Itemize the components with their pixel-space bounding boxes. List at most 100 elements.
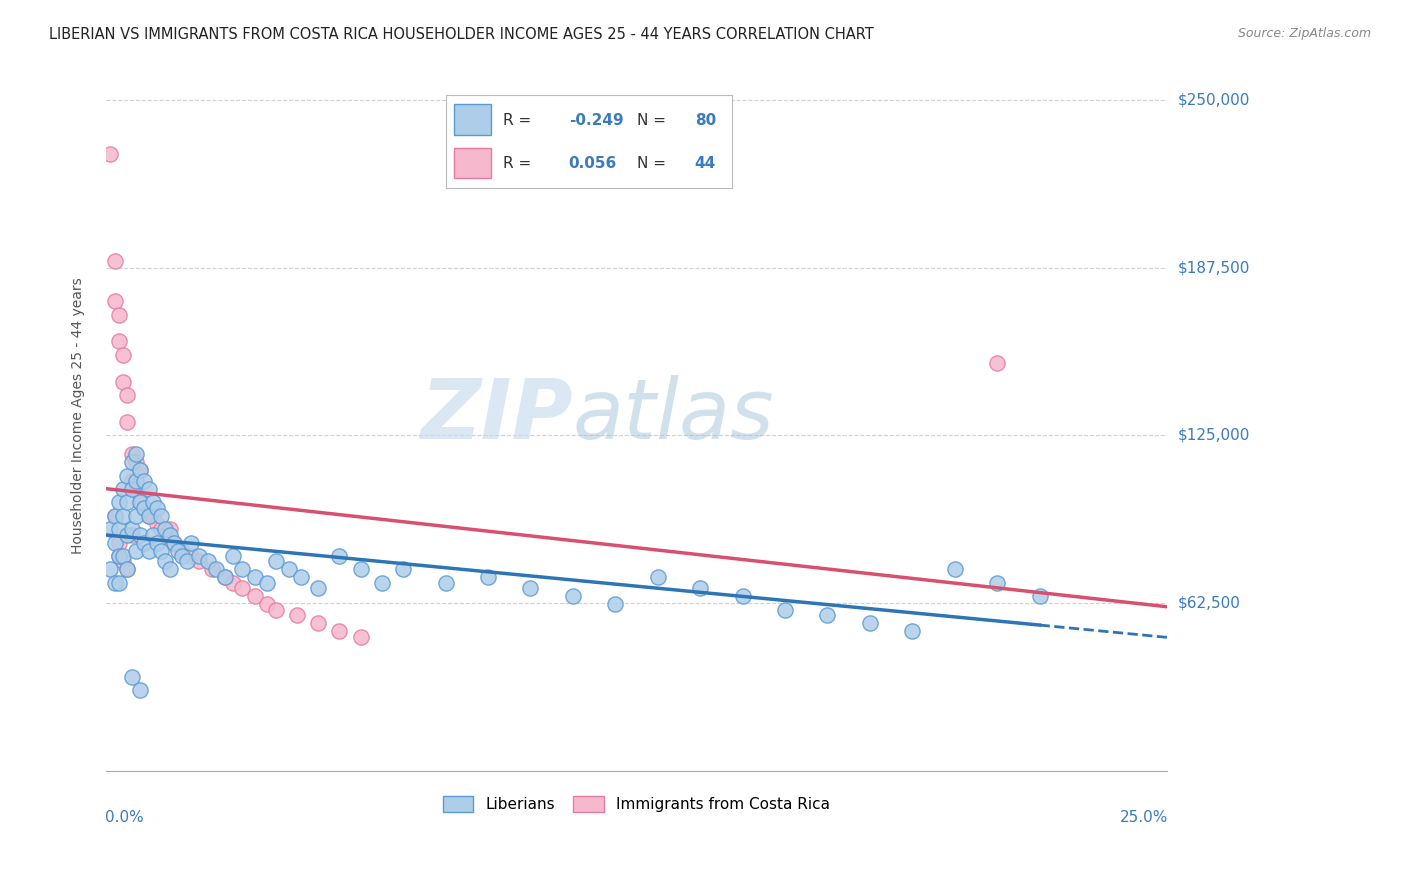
Point [142, 527, 165, 541]
Point [371, 575, 394, 590]
Point [103, 253, 125, 268]
Point [222, 549, 245, 563]
Point [117, 468, 139, 483]
Text: $125,000: $125,000 [1178, 428, 1250, 442]
Point [561, 589, 583, 603]
Point [117, 527, 139, 541]
Point [176, 554, 198, 568]
Text: $250,000: $250,000 [1178, 93, 1250, 107]
Point [121, 447, 143, 461]
Point [307, 581, 329, 595]
Point [146, 500, 169, 515]
Point [256, 575, 278, 590]
Point [150, 543, 173, 558]
Point [180, 549, 202, 563]
Point [138, 543, 160, 558]
Point [155, 522, 177, 536]
Point [307, 616, 329, 631]
Point [117, 562, 139, 576]
Point [121, 527, 143, 541]
Point [117, 495, 139, 509]
Point [328, 549, 350, 563]
Point [205, 562, 228, 576]
Point [134, 535, 156, 549]
Point [155, 527, 177, 541]
Point [167, 543, 190, 558]
Point [986, 575, 1008, 590]
Text: ZIP: ZIP [420, 375, 572, 456]
Text: atlas: atlas [572, 375, 775, 456]
Point [107, 575, 129, 590]
Point [163, 535, 186, 549]
Point [605, 598, 627, 612]
Point [103, 508, 125, 523]
Point [222, 575, 245, 590]
Point [264, 603, 287, 617]
Point [159, 522, 181, 536]
Point [107, 308, 129, 322]
Text: Source: ZipAtlas.com: Source: ZipAtlas.com [1237, 27, 1371, 40]
Point [231, 562, 253, 576]
Point [98, 562, 121, 576]
Point [103, 535, 125, 549]
Point [201, 562, 224, 576]
Point [112, 348, 135, 362]
Point [350, 562, 373, 576]
Point [121, 670, 143, 684]
Point [519, 581, 541, 595]
Point [125, 543, 148, 558]
Point [134, 474, 156, 488]
Point [107, 549, 129, 563]
Text: LIBERIAN VS IMMIGRANTS FROM COSTA RICA HOUSEHOLDER INCOME AGES 25 - 44 YEARS COR: LIBERIAN VS IMMIGRANTS FROM COSTA RICA H… [49, 27, 875, 42]
Point [188, 549, 211, 563]
Point [943, 562, 966, 576]
Point [243, 589, 266, 603]
Point [129, 463, 152, 477]
Point [129, 495, 152, 509]
Point [264, 554, 287, 568]
Point [112, 554, 135, 568]
Point [290, 570, 312, 584]
Point [647, 570, 669, 584]
Point [243, 570, 266, 584]
Point [986, 356, 1008, 370]
Point [1028, 589, 1050, 603]
Point [125, 482, 148, 496]
Point [112, 549, 135, 563]
Point [350, 630, 373, 644]
Point [129, 463, 152, 477]
Point [150, 522, 173, 536]
Point [121, 455, 143, 469]
Point [689, 581, 711, 595]
Point [107, 535, 129, 549]
Point [172, 543, 194, 558]
Point [142, 495, 165, 509]
Point [188, 554, 211, 568]
Point [121, 522, 143, 536]
Point [731, 589, 754, 603]
Point [328, 624, 350, 639]
Point [129, 527, 152, 541]
Point [117, 562, 139, 576]
Point [117, 415, 139, 429]
Point [125, 508, 148, 523]
Point [107, 522, 129, 536]
Point [434, 575, 457, 590]
Point [159, 527, 181, 541]
Point [163, 535, 186, 549]
Point [285, 608, 308, 623]
Point [112, 508, 135, 523]
Point [98, 146, 121, 161]
Point [125, 474, 148, 488]
Point [477, 570, 499, 584]
Point [134, 500, 156, 515]
Text: 25.0%: 25.0% [1119, 810, 1168, 825]
Point [155, 554, 177, 568]
Point [121, 474, 143, 488]
Point [392, 562, 415, 576]
Point [214, 570, 236, 584]
Point [231, 581, 253, 595]
Point [121, 482, 143, 496]
Point [125, 455, 148, 469]
Point [125, 447, 148, 461]
